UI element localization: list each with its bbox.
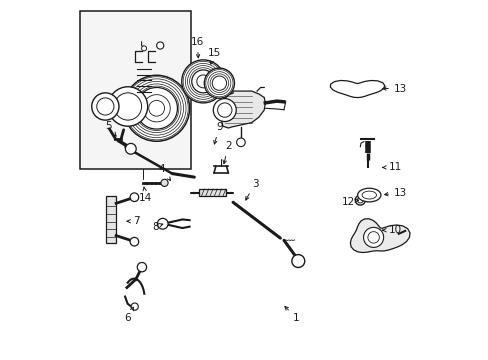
Text: 6: 6 [124,307,133,323]
Circle shape [161,179,168,186]
Circle shape [130,193,139,202]
Polygon shape [330,81,384,98]
Circle shape [213,99,236,122]
Text: 14: 14 [139,187,152,203]
Circle shape [363,227,383,247]
Text: 10: 10 [382,225,401,235]
Bar [106,196,116,243]
Circle shape [355,195,365,205]
Circle shape [367,231,379,243]
Circle shape [207,72,230,95]
Circle shape [156,42,163,49]
Text: 3: 3 [245,179,258,200]
Circle shape [157,219,168,229]
Text: 13: 13 [384,188,407,198]
Circle shape [132,84,181,133]
Circle shape [182,60,224,103]
Text: 4: 4 [159,164,170,180]
Text: 5: 5 [105,121,116,136]
Text: 9: 9 [213,122,222,144]
Circle shape [131,303,138,310]
Circle shape [125,77,188,140]
Circle shape [114,93,142,120]
Text: 8: 8 [152,222,163,231]
Text: 11: 11 [382,162,401,172]
Circle shape [97,98,114,115]
Circle shape [134,86,179,131]
Circle shape [185,63,221,99]
Circle shape [137,262,146,272]
Circle shape [212,76,226,90]
Circle shape [125,143,136,154]
Circle shape [205,69,233,97]
Circle shape [127,79,185,138]
Circle shape [196,75,209,88]
Circle shape [183,61,223,102]
Circle shape [189,68,217,95]
Circle shape [136,87,177,129]
Circle shape [130,237,139,246]
Text: 7: 7 [127,216,140,226]
Circle shape [357,197,363,203]
Circle shape [108,87,147,126]
Circle shape [148,100,164,116]
Circle shape [123,75,189,141]
Circle shape [92,93,119,120]
Circle shape [191,70,214,93]
Bar [80,12,190,169]
Circle shape [291,255,304,267]
Circle shape [217,103,231,117]
Text: 2: 2 [223,141,231,164]
Ellipse shape [362,191,376,199]
Circle shape [187,66,219,97]
Circle shape [236,138,244,147]
Circle shape [210,74,228,93]
Circle shape [142,95,170,122]
Text: 16: 16 [190,37,203,58]
Text: 13: 13 [382,84,407,94]
Text: 15: 15 [207,48,220,64]
Text: 1: 1 [285,306,299,323]
Circle shape [142,46,146,51]
Bar [198,189,225,196]
Text: 12: 12 [341,197,358,207]
Circle shape [129,81,183,135]
Circle shape [204,68,234,98]
Polygon shape [349,219,409,252]
Ellipse shape [357,188,380,202]
Polygon shape [221,91,265,128]
